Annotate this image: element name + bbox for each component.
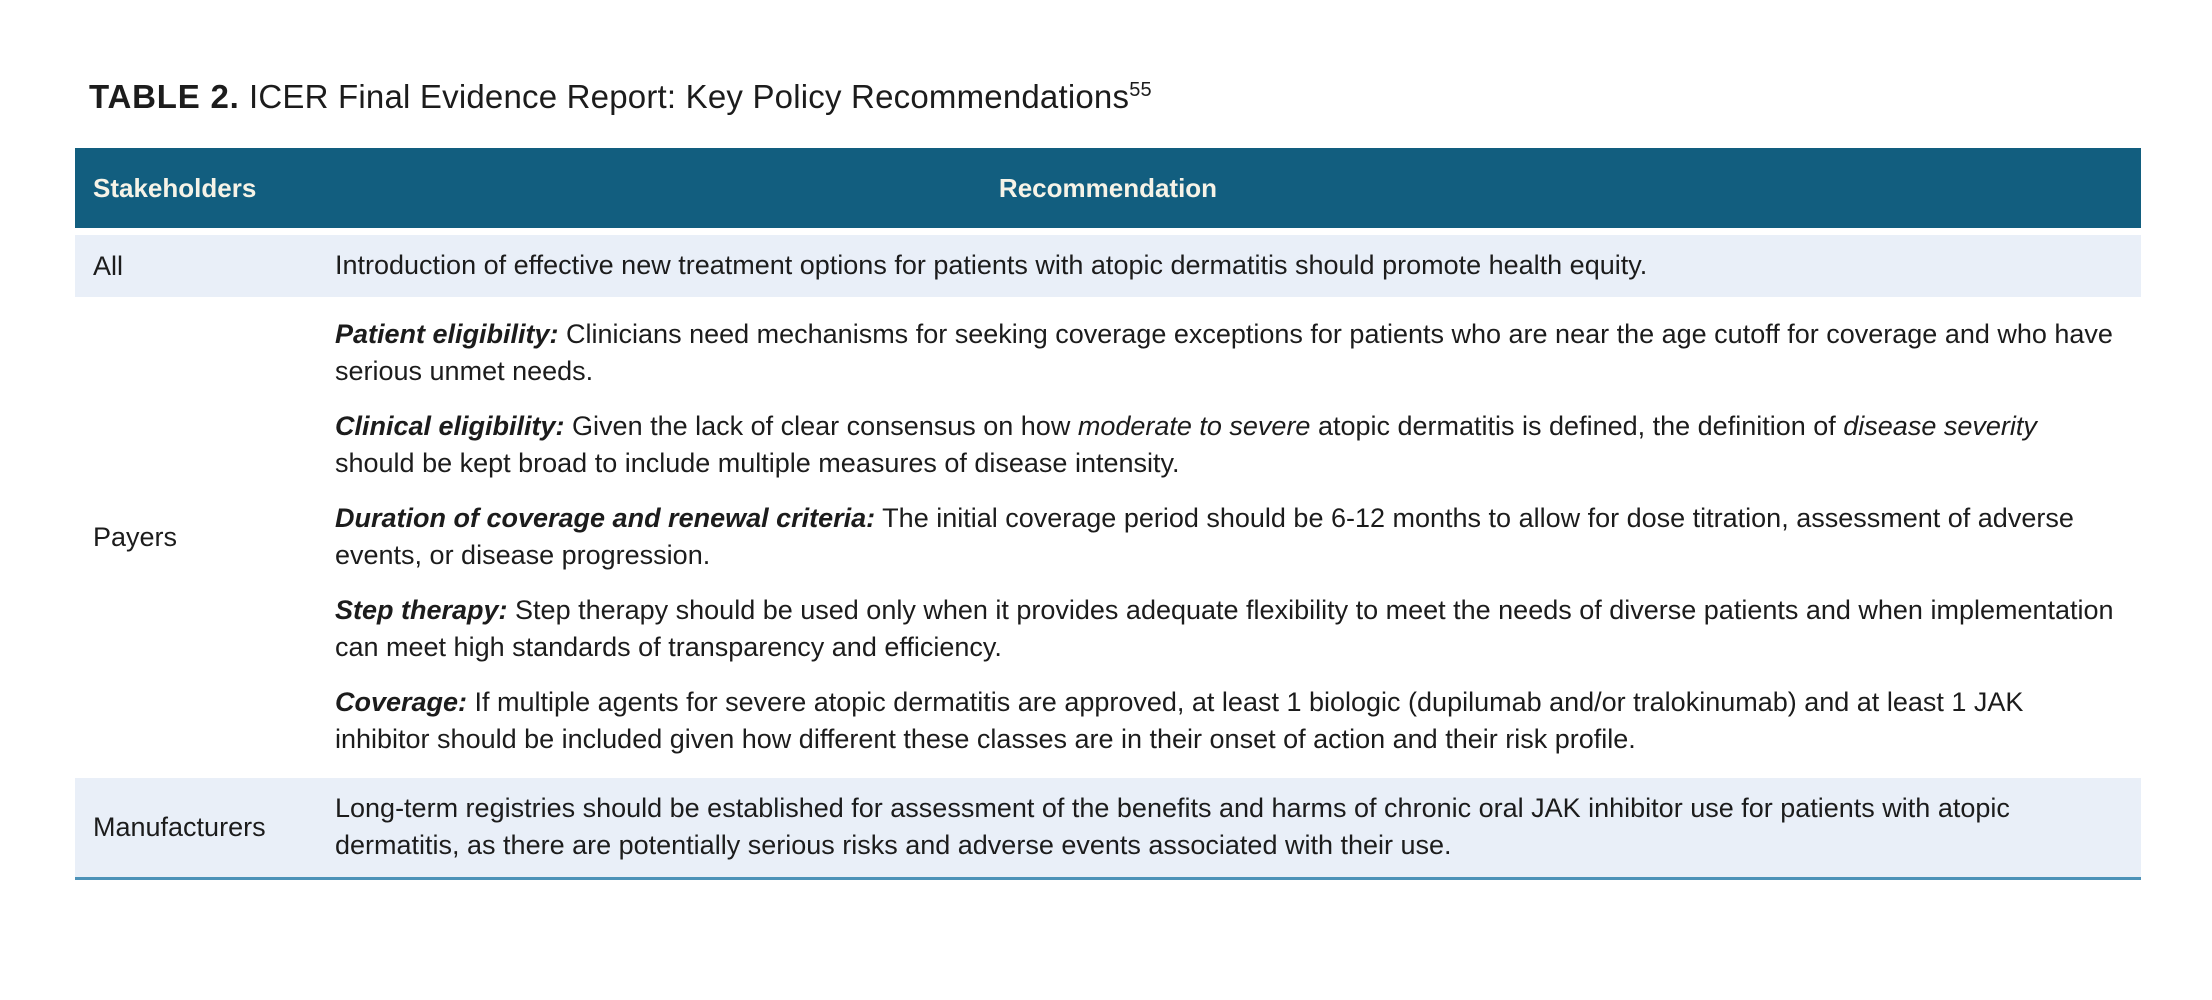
paragraph-text: Given the lack of clear consensus on how [564, 411, 1078, 441]
paragraph-italic-text: disease severity [1843, 411, 2037, 441]
paragraph-lead-label: Patient eligibility: [335, 319, 559, 349]
header-cell-stakeholders: Stakeholders [93, 172, 257, 203]
stakeholder-cell-manufacturers: Manufacturers [93, 812, 266, 842]
table-header-row: Stakeholders Recommendation [75, 148, 2141, 228]
paragraph-text: atopic dermatitis is defined, the defini… [1310, 411, 1844, 441]
table-row-payers: Payers Patient eligibility: Clinicians n… [75, 304, 2141, 771]
paragraph-text: Clinicians need mechanisms for seeking c… [335, 319, 2113, 386]
policy-recommendations-table: Stakeholders Recommendation All Introduc… [75, 148, 2141, 880]
paragraph-lead-label: Clinical eligibility: [335, 411, 565, 441]
paragraph-text: Step therapy should be used only when it… [335, 595, 2114, 662]
recommendation-paragraph: Introduction of effective new treatment … [335, 247, 2117, 284]
recommendation-cell-manufacturers: Long-term registries should be establish… [335, 778, 2141, 877]
stakeholder-cell-all: All [93, 250, 124, 281]
paragraph-lead-label: Duration of coverage and renewal criteri… [335, 503, 876, 533]
paragraph-text: If multiple agents for severe atopic der… [335, 687, 2024, 754]
page-title: TABLE 2. ICER Final Evidence Report: Key… [89, 78, 1152, 116]
recommendation-cell-all: Introduction of effective new treatment … [335, 235, 2141, 297]
stakeholder-cell-payers: Payers [93, 522, 178, 552]
paragraph-italic-text: moderate to severe [1077, 411, 1311, 441]
table-bottom-border [75, 877, 2141, 880]
recommendation-paragraph-duration-of-coverage: Duration of coverage and renewal criteri… [335, 500, 2117, 574]
title-superscript: 55 [1129, 79, 1152, 101]
recommendation-cell-payers: Patient eligibility: Clinicians need mec… [335, 304, 2141, 771]
table-row-all: All Introduction of effective new treatm… [75, 235, 2141, 297]
recommendation-paragraph: Long-term registries should be establish… [335, 790, 2117, 864]
paragraph-text: Long-term registries should be establish… [335, 793, 2010, 860]
paragraph-lead-label: Step therapy: [335, 595, 508, 625]
recommendation-paragraph-clinical-eligibility: Clinical eligibility: Given the lack of … [335, 408, 2117, 482]
paragraph-text: should be kept broad to include multiple… [335, 448, 1180, 478]
paragraph-text: The initial coverage period should be 6-… [335, 503, 2074, 570]
title-text: ICER Final Evidence Report: Key Policy R… [239, 78, 1130, 115]
header-cell-recommendation: Recommendation [998, 172, 1218, 203]
paragraph-text: Introduction of effective new treatment … [335, 250, 1648, 280]
table-row-manufacturers: Manufacturers Long-term registries shoul… [75, 778, 2141, 877]
recommendation-paragraph-step-therapy: Step therapy: Step therapy should be use… [335, 592, 2117, 666]
paragraph-lead-label: Coverage: [335, 687, 468, 717]
recommendation-paragraph-patient-eligibility: Patient eligibility: Clinicians need mec… [335, 316, 2117, 390]
table-number-label: TABLE 2. [89, 78, 240, 115]
recommendation-paragraph-coverage: Coverage: If multiple agents for severe … [335, 684, 2117, 758]
